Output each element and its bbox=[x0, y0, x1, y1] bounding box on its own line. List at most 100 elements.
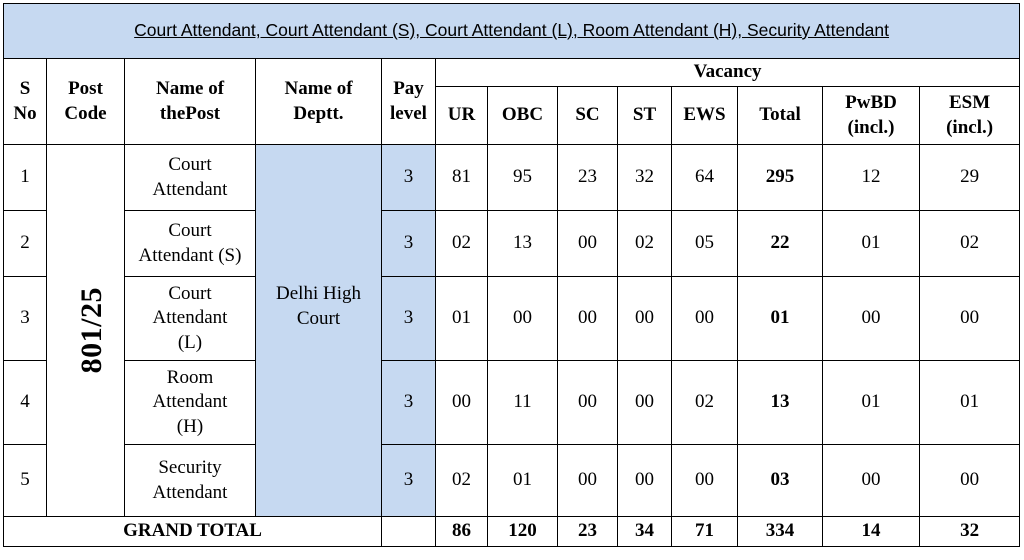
total-cell: 01 bbox=[737, 276, 823, 361]
esm-cell: 02 bbox=[918, 210, 1021, 277]
st-cell: 02 bbox=[617, 210, 672, 277]
pwbd-cell: 01 bbox=[822, 360, 920, 445]
grand-total-pay-empty bbox=[381, 516, 436, 547]
post-name: Court Attendant (S) bbox=[138, 220, 242, 266]
grand-total-pwbd: 14 bbox=[822, 516, 920, 547]
esm-cell: 01 bbox=[918, 360, 1021, 445]
obc-cell: 95 bbox=[487, 144, 558, 211]
table-row: 4 Room Attendant (H) 3 00 11 00 00 02 13… bbox=[3, 360, 1021, 445]
ews-cell: 02 bbox=[671, 360, 738, 445]
header-name-of-post: Name of thePost bbox=[124, 58, 256, 145]
post-code-cell: 801/25 bbox=[46, 144, 125, 517]
ews-cell: 00 bbox=[671, 276, 738, 361]
post-name-cell: Court Attendant (S) bbox=[124, 210, 256, 277]
s-no-cell: 3 bbox=[3, 276, 47, 361]
esm-cell: 00 bbox=[918, 276, 1021, 361]
ur-cell: 02 bbox=[435, 210, 488, 277]
header-pay-level: Pay level bbox=[381, 58, 436, 145]
sc-cell: 00 bbox=[557, 444, 618, 517]
header-row-1: S No Post Code Name of thePost Name of D… bbox=[3, 58, 1021, 145]
header-post-code: Post Code bbox=[46, 58, 125, 145]
header-post-code-label: Post Code bbox=[64, 78, 107, 124]
pwbd-cell: 00 bbox=[822, 276, 920, 361]
grand-total-label: GRAND TOTAL bbox=[3, 516, 382, 547]
esm-cell: 00 bbox=[918, 444, 1021, 517]
pay-level-cell: 3 bbox=[381, 210, 436, 277]
header-ur: UR bbox=[435, 86, 488, 145]
vacancy-table: Court Attendant, Court Attendant (S), Co… bbox=[2, 3, 1021, 547]
header-pwbd: PwBD (incl.) bbox=[822, 86, 920, 145]
sc-cell: 00 bbox=[557, 210, 618, 277]
department-name: Delhi High Court bbox=[276, 283, 361, 329]
post-name-cell: Court Attendant bbox=[124, 144, 256, 211]
s-no-cell: 4 bbox=[3, 360, 47, 445]
department-cell: Delhi High Court bbox=[255, 144, 382, 517]
s-no-cell: 5 bbox=[3, 444, 47, 517]
table-title: Court Attendant, Court Attendant (S), Co… bbox=[134, 19, 890, 40]
grand-total-esm: 32 bbox=[918, 516, 1021, 547]
st-cell: 00 bbox=[617, 444, 672, 517]
pay-level-cell: 3 bbox=[381, 144, 436, 211]
st-cell: 00 bbox=[617, 360, 672, 445]
header-row-2: UR OBC SC ST EWS Total PwBD (incl.) ESM … bbox=[4, 86, 1021, 145]
s-no-cell: 1 bbox=[3, 144, 47, 211]
ews-cell: 05 bbox=[671, 210, 738, 277]
s-no-cell: 2 bbox=[3, 210, 47, 277]
post-name: Security Attendant bbox=[152, 457, 228, 503]
ur-cell: 02 bbox=[435, 444, 488, 517]
grand-total-obc: 120 bbox=[487, 516, 558, 547]
table-row: 3 Court Attendant (L) 3 01 00 00 00 00 0… bbox=[3, 276, 1021, 361]
header-name-of-dept: Name of Deptt. bbox=[255, 58, 382, 145]
sc-cell: 23 bbox=[557, 144, 618, 211]
header-sc: SC bbox=[557, 86, 618, 145]
post-name-cell: Room Attendant (H) bbox=[124, 360, 256, 445]
header-total: Total bbox=[737, 86, 823, 145]
post-name: Court Attendant (L) bbox=[152, 283, 228, 353]
obc-cell: 00 bbox=[487, 276, 558, 361]
grand-total-ur: 86 bbox=[435, 516, 488, 547]
header-esm: ESM (incl.) bbox=[918, 86, 1021, 145]
pay-level-cell: 3 bbox=[381, 444, 436, 517]
pwbd-cell: 00 bbox=[822, 444, 920, 517]
pwbd-cell: 01 bbox=[822, 210, 920, 277]
total-cell: 03 bbox=[737, 444, 823, 517]
grand-total-row: GRAND TOTAL 86 120 23 34 71 334 14 32 bbox=[3, 516, 1021, 547]
ur-cell: 01 bbox=[435, 276, 488, 361]
header-obc: OBC bbox=[487, 86, 558, 145]
header-name-of-post-label: Name of thePost bbox=[155, 78, 225, 124]
ur-cell: 81 bbox=[435, 144, 488, 211]
ur-cell: 00 bbox=[435, 360, 488, 445]
post-name: Room Attendant (H) bbox=[152, 367, 228, 437]
title-row: Court Attendant, Court Attendant (S), Co… bbox=[2, 3, 1021, 59]
obc-cell: 13 bbox=[487, 210, 558, 277]
st-cell: 00 bbox=[617, 276, 672, 361]
total-cell: 22 bbox=[737, 210, 823, 277]
header-esm-label: ESM (incl.) bbox=[946, 92, 994, 138]
table-row: 1 801/25 Court Attendant Delhi High Cour… bbox=[3, 144, 1021, 517]
pay-level-cell: 3 bbox=[381, 360, 436, 445]
esm-cell: 29 bbox=[918, 144, 1021, 211]
grand-total-total: 334 bbox=[737, 516, 823, 547]
header-st: ST bbox=[617, 86, 672, 145]
grand-total-sc: 23 bbox=[557, 516, 618, 547]
post-name-cell: Security Attendant bbox=[124, 444, 256, 517]
ews-cell: 00 bbox=[671, 444, 738, 517]
obc-cell: 11 bbox=[487, 360, 558, 445]
pay-level-cell: 3 bbox=[381, 276, 436, 361]
header-ews: EWS bbox=[671, 86, 738, 145]
header-vacancy: Vacancy bbox=[434, 58, 1021, 87]
total-cell: 295 bbox=[737, 144, 823, 211]
post-name-cell: Court Attendant (L) bbox=[124, 276, 256, 361]
post-code-value: 801/25 bbox=[74, 287, 108, 374]
table-row: 5 Security Attendant 3 02 01 00 00 00 03… bbox=[3, 444, 1021, 517]
table-title-cell: Court Attendant, Court Attendant (S), Co… bbox=[2, 3, 1021, 59]
table-row: 2 Court Attendant (S) 3 02 13 00 02 05 2… bbox=[3, 210, 1021, 277]
sc-cell: 00 bbox=[557, 360, 618, 445]
sc-cell: 00 bbox=[557, 276, 618, 361]
header-pwbd-label: PwBD (incl.) bbox=[845, 92, 897, 138]
ews-cell: 64 bbox=[671, 144, 738, 211]
header-pay-level-label: Pay level bbox=[390, 78, 427, 124]
obc-cell: 01 bbox=[487, 444, 558, 517]
header-s-no: S No bbox=[3, 58, 47, 145]
total-cell: 13 bbox=[737, 360, 823, 445]
